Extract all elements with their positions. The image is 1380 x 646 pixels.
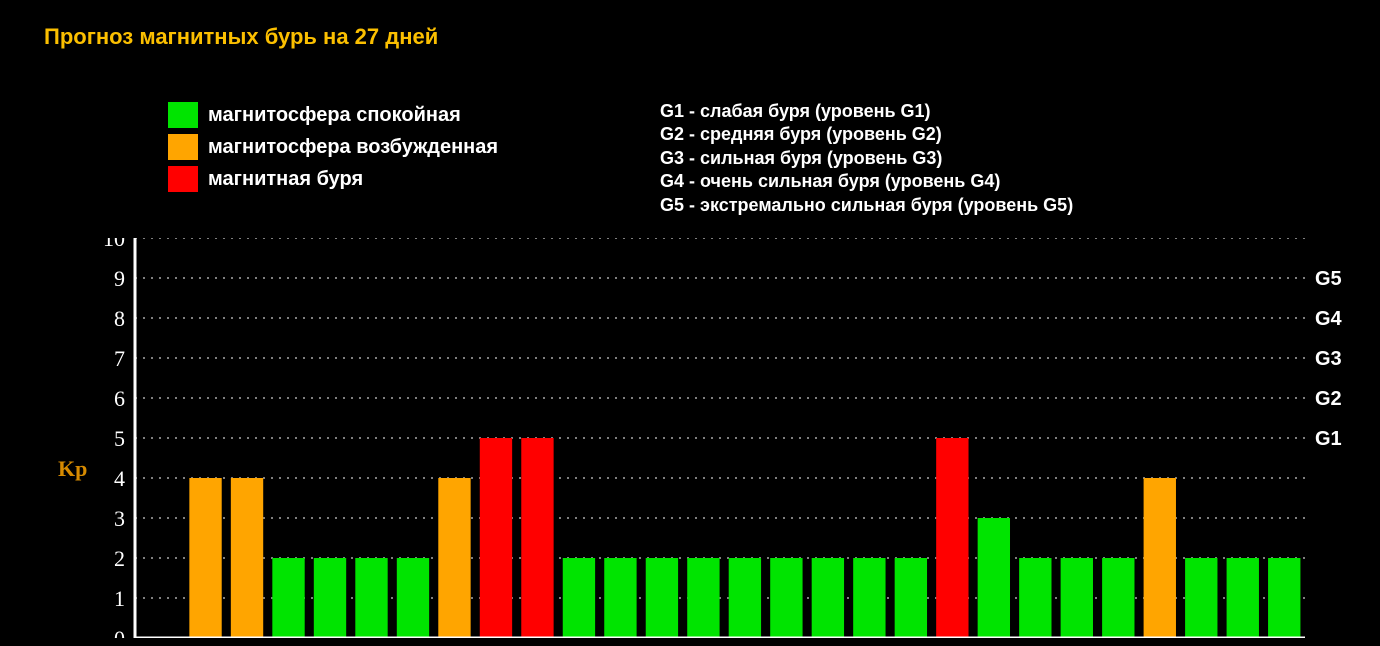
kp-bar bbox=[563, 558, 595, 638]
legend-swatch bbox=[168, 134, 198, 160]
legend-label: магнитосфера спокойная bbox=[208, 104, 461, 127]
kp-bar bbox=[272, 558, 304, 638]
g-level-label: G4 bbox=[1315, 308, 1343, 330]
kp-bar bbox=[895, 558, 927, 638]
legend-item: магнитосфера спокойная bbox=[168, 102, 498, 128]
y-tick-label: 9 bbox=[114, 266, 125, 291]
y-tick-label: 1 bbox=[114, 586, 125, 611]
kp-bar bbox=[1019, 558, 1051, 638]
storm-level: G1 - слабая буря (уровень G1) bbox=[660, 100, 1073, 123]
kp-bar bbox=[355, 558, 387, 638]
kp-bar bbox=[646, 558, 678, 638]
g-level-label: G3 bbox=[1315, 348, 1342, 370]
kp-bar bbox=[978, 518, 1010, 638]
storm-level: G5 - экстремально сильная буря (уровень … bbox=[660, 194, 1073, 217]
page-root: Прогноз магнитных бурь на 27 дней магнит… bbox=[0, 0, 1380, 646]
kp-bar bbox=[1227, 558, 1259, 638]
kp-bar bbox=[853, 558, 885, 638]
y-tick-label: 2 bbox=[114, 546, 125, 571]
legend: магнитосфера спокойная магнитосфера возбу… bbox=[168, 102, 498, 198]
legend-swatch bbox=[168, 102, 198, 128]
y-tick-label: 8 bbox=[114, 306, 125, 331]
kp-bar bbox=[521, 438, 553, 638]
kp-bar bbox=[397, 558, 429, 638]
kp-bar bbox=[604, 558, 636, 638]
kp-bar bbox=[770, 558, 802, 638]
y-tick-label: 4 bbox=[114, 466, 125, 491]
kp-bar bbox=[1102, 558, 1134, 638]
kp-axis-label: Kp bbox=[58, 456, 87, 482]
kp-bar bbox=[1268, 558, 1300, 638]
kp-bar bbox=[231, 478, 263, 638]
y-tick-label: 7 bbox=[114, 346, 125, 371]
g-level-label: G1 bbox=[1315, 428, 1342, 450]
legend-label: магнитная буря bbox=[208, 168, 363, 191]
y-tick-label: 5 bbox=[114, 426, 125, 451]
legend-label: магнитосфера возбужденная bbox=[208, 136, 498, 159]
kp-bar bbox=[729, 558, 761, 638]
g-level-label: G2 bbox=[1315, 388, 1342, 410]
kp-bar bbox=[1144, 478, 1176, 638]
kp-bar bbox=[189, 478, 221, 638]
kp-bar bbox=[687, 558, 719, 638]
storm-levels: G1 - слабая буря (уровень G1)G2 - средня… bbox=[660, 100, 1073, 217]
storm-level: G4 - очень сильная буря (уровень G4) bbox=[660, 170, 1073, 193]
kp-chart-svg: 0 1 2 3 4 5 6 7 8 9 10 G1 G2 G3 G4 G5 bbox=[90, 238, 1350, 638]
y-tick-label: 3 bbox=[114, 506, 125, 531]
g-level-label: G5 bbox=[1315, 268, 1342, 290]
page-title: Прогноз магнитных бурь на 27 дней bbox=[44, 24, 438, 50]
kp-bar bbox=[1185, 558, 1217, 638]
kp-chart: Kp 012345678910G1G2G3G4G5 bbox=[90, 238, 1350, 638]
storm-level: G3 - сильная буря (уровень G3) bbox=[660, 147, 1073, 170]
kp-bar bbox=[812, 558, 844, 638]
kp-bar bbox=[438, 478, 470, 638]
storm-level: G2 - средняя буря (уровень G2) bbox=[660, 123, 1073, 146]
kp-bar bbox=[314, 558, 346, 638]
legend-item: магнитосфера возбужденная bbox=[168, 134, 498, 160]
y-tick-label: 10 bbox=[103, 238, 125, 251]
y-tick-label: 6 bbox=[114, 386, 125, 411]
kp-bar bbox=[480, 438, 512, 638]
legend-swatch bbox=[168, 166, 198, 192]
kp-bar bbox=[1061, 558, 1093, 638]
y-tick-label: 0 bbox=[114, 626, 125, 638]
legend-item: магнитная буря bbox=[168, 166, 498, 192]
kp-bar bbox=[936, 438, 968, 638]
